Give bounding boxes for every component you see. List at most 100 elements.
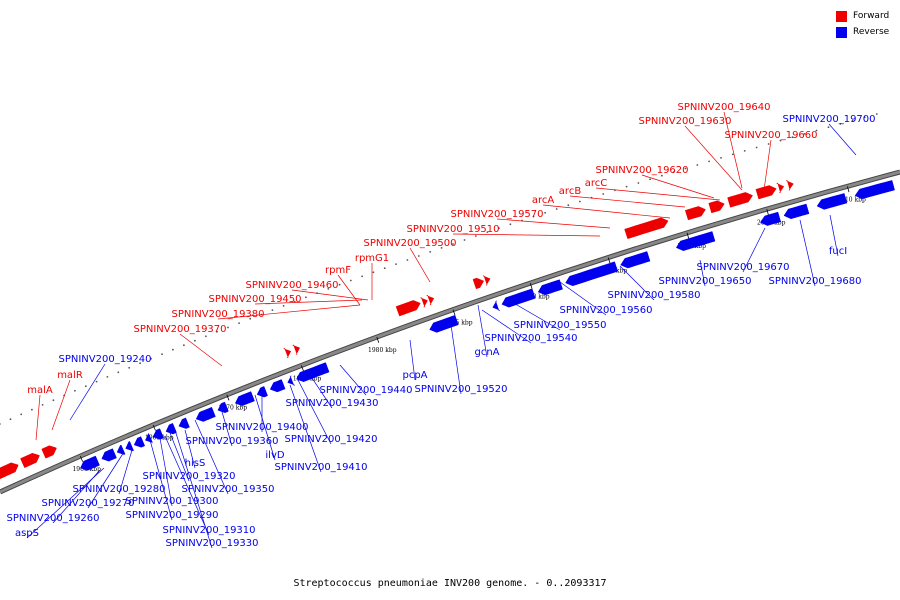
gene-label-spninv200-19620: SPNINV200_19620 [595, 165, 688, 176]
leader-spninv200-19300 [159, 437, 173, 507]
tick-label-1990-kbp: 1990 kbp [521, 293, 550, 300]
track-dot [194, 339, 196, 342]
gene-label-spninv200-19320: SPNINV200_19320 [142, 471, 235, 482]
leader-spninv200-19370 [179, 333, 223, 367]
track-dot [452, 243, 454, 245]
reverse-gene-4 [125, 441, 134, 452]
gene-label-fuci: fucI [829, 246, 847, 257]
gene-label-arcb: arcB [559, 186, 582, 197]
gene-label-pcpa: pcpA [402, 370, 427, 381]
leader-spninv200-19310 [164, 435, 210, 536]
leader-spninv200-19640 [723, 111, 743, 189]
track-dot [395, 263, 397, 265]
tick-label-1980-kbp: 1980 kbp [368, 347, 397, 354]
forward-gene-16 [776, 182, 785, 194]
track-dot [803, 133, 806, 135]
track-dot [383, 267, 386, 270]
reverse-gene-2 [101, 448, 117, 462]
gene-label-spninv200-19560: SPNINV200_19560 [559, 305, 652, 316]
track-dot [767, 143, 770, 145]
gene-label-rpmf: rpmF [325, 265, 351, 276]
gene-label-ilvd: ilvD [265, 450, 284, 461]
track-dot [227, 326, 229, 329]
forward-gene-4 [283, 347, 292, 359]
leader-spninv200-19440 [339, 364, 367, 396]
track-dot [720, 157, 722, 159]
gene-label-spninv200-19640: SPNINV200_19640 [677, 102, 770, 113]
track-dot [338, 283, 341, 286]
forward-gene-15 [755, 185, 777, 200]
leader-malr [51, 379, 71, 431]
track-dot [238, 322, 241, 324]
leader-arcb [569, 195, 686, 208]
gene-label-spninv200-19450: SPNINV200_19450 [208, 294, 301, 305]
gene-label-spninv200-19680: SPNINV200_19680 [768, 276, 861, 287]
legend-swatch [836, 10, 847, 22]
track-dot [440, 247, 443, 249]
reverse-gene-27 [854, 180, 895, 200]
gene-label-spninv200-19310: SPNINV200_19310 [162, 525, 255, 536]
track-dot [486, 231, 489, 234]
leader-arca [542, 204, 671, 219]
track-dot [0, 423, 1, 425]
legend-item-reverse: Reverse [836, 24, 889, 40]
reverse-gene-9 [178, 417, 190, 429]
track-dot [696, 164, 699, 166]
leader-spninv200-19410 [289, 384, 322, 473]
leader-spninv200-19320 [169, 432, 190, 482]
track-dot [9, 418, 12, 421]
gene-label-spninv200-19370: SPNINV200_19370 [133, 324, 226, 335]
genome-backbone [0, 169, 900, 495]
track-dot [544, 211, 546, 214]
reverse-gene-17 [429, 314, 459, 333]
leader-spninv200-19240 [69, 363, 106, 421]
track-dot [128, 366, 131, 369]
track-dot [41, 404, 44, 406]
track-dot [150, 357, 152, 360]
leader-spninv200-19670 [742, 227, 766, 273]
gene-label-spninv200-19420: SPNINV200_19420 [284, 434, 377, 445]
reverse-gene-15 [287, 375, 296, 386]
track-dot [579, 200, 581, 203]
leader-rpmf [337, 274, 361, 306]
tick-mark [686, 232, 690, 239]
reverse-gene-22 [620, 251, 651, 269]
track-dot [743, 150, 746, 152]
forward-gene-11 [624, 217, 669, 240]
forward-gene-10 [482, 275, 491, 286]
reverse-gene-23 [675, 231, 716, 251]
track-dot [637, 182, 640, 184]
leader-spninv200-19700 [828, 123, 857, 156]
gene-label-arcc: arcC [585, 178, 608, 189]
track-dot [791, 136, 794, 139]
tick-mark [607, 257, 611, 264]
track-dot [305, 296, 307, 299]
track-dot [52, 399, 55, 402]
tick-mark [452, 309, 456, 316]
reverse-gene-1 [80, 455, 100, 471]
reverse-gene-11 [217, 401, 229, 413]
reverse-gene-25 [783, 203, 810, 220]
gene-label-spninv200-19240: SPNINV200_19240 [58, 354, 151, 365]
leader-spninv200-19550 [504, 297, 561, 331]
track-dot [851, 119, 854, 122]
track-dot [661, 174, 663, 177]
reverse-gene-10 [195, 406, 216, 422]
gene-label-spninv200-19630: SPNINV200_19630 [638, 116, 731, 127]
track-dot [839, 123, 842, 125]
gene-label-arca: arcA [532, 195, 555, 206]
leader-spninv200-19630 [684, 125, 743, 191]
legend-label: Reverse [853, 27, 890, 37]
track-dot [429, 251, 432, 253]
gene-label-spninv200-19540: SPNINV200_19540 [484, 333, 577, 344]
track-dot [372, 271, 375, 274]
tick-mark [847, 186, 850, 193]
reverse-gene-16 [296, 362, 330, 382]
reverse-gene-18 [492, 300, 500, 311]
forward-gene-6 [395, 300, 421, 317]
track-dot [282, 305, 285, 307]
reverse-gene-6 [145, 432, 153, 444]
gene-label-spninv200-19510: SPNINV200_19510 [406, 224, 499, 235]
gene-label-spninv200-19400: SPNINV200_19400 [215, 422, 308, 433]
